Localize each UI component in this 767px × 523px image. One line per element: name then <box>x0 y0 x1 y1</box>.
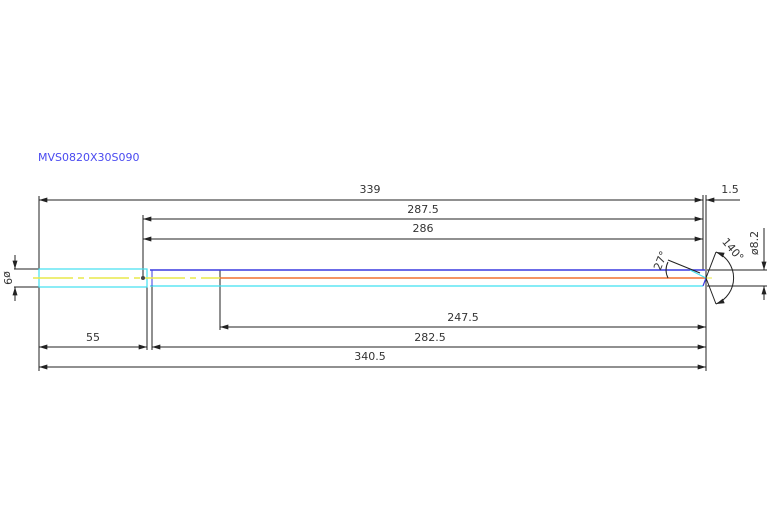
dim-1.5: 1.5 <box>721 183 739 196</box>
dim-dia9: ø9 <box>1 271 14 285</box>
dim-340.5: 340.5 <box>354 350 386 363</box>
neck-point <box>141 276 145 280</box>
tip-cutting-edge <box>689 269 707 279</box>
dim-140deg: 140° <box>719 235 746 264</box>
point-angle-line-top <box>705 251 717 279</box>
dim-247.5: 247.5 <box>447 311 479 324</box>
helix-angle-arc <box>665 261 669 279</box>
dim-27deg: 27° <box>651 249 670 272</box>
dim-55: 55 <box>86 331 100 344</box>
tip-edge-bottom <box>702 277 707 287</box>
dim-287.5: 287.5 <box>407 203 439 216</box>
point-angle-line-bottom <box>705 277 717 305</box>
dim-286: 286 <box>413 222 434 235</box>
dim-282.5: 282.5 <box>414 331 446 344</box>
drawing-title: MVS0820X30S090 <box>38 151 140 164</box>
dim-dia8.2: ø8.2 <box>748 231 761 255</box>
point-angle-arc <box>715 251 735 305</box>
helix-angle-line <box>667 259 701 274</box>
dim-339: 339 <box>360 183 381 196</box>
